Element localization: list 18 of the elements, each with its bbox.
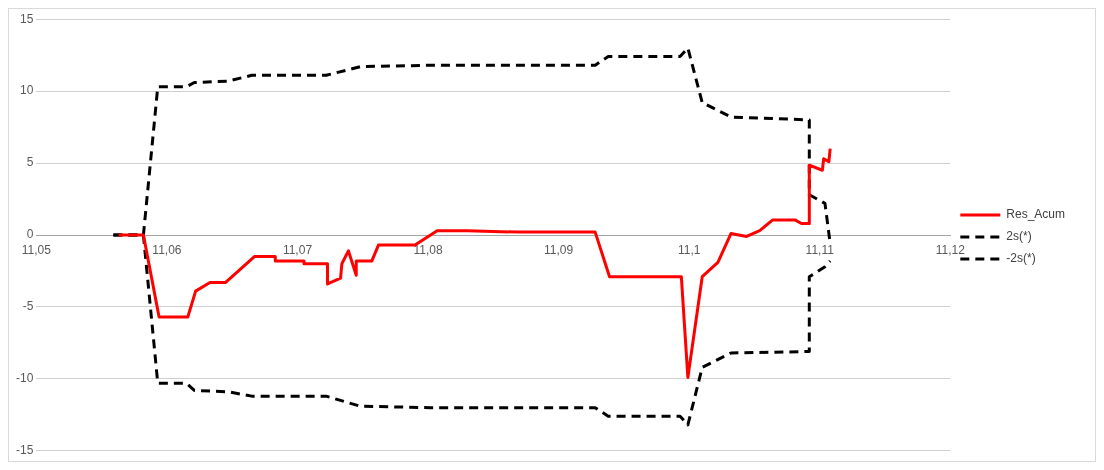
y-tick-label: -10 xyxy=(16,371,34,386)
x-tick-label: 11,12 xyxy=(935,242,966,257)
y-tick-label: -5 xyxy=(22,299,34,314)
x-tick-label: 11,08 xyxy=(413,242,443,257)
x-tick-label: 11,09 xyxy=(544,242,574,257)
legend-label: 2s(*) xyxy=(1006,229,1032,244)
y-tick-label: -15 xyxy=(16,443,34,458)
x-tick-label: 11,05 xyxy=(21,242,52,257)
legend-label: -2s(*) xyxy=(1006,251,1036,266)
y-tick-label: 15 xyxy=(19,11,34,26)
x-tick-label: 11,1 xyxy=(677,242,701,257)
x-tick-label: 11,07 xyxy=(282,242,313,257)
y-tick-label: 10 xyxy=(19,83,34,98)
legend-label: Res_Acum xyxy=(1006,207,1065,222)
y-tick-label: 5 xyxy=(26,155,34,170)
x-tick-label: 11,11 xyxy=(805,242,835,257)
x-tick-label: 11,06 xyxy=(152,242,182,257)
y-tick-label: 0 xyxy=(26,227,34,242)
